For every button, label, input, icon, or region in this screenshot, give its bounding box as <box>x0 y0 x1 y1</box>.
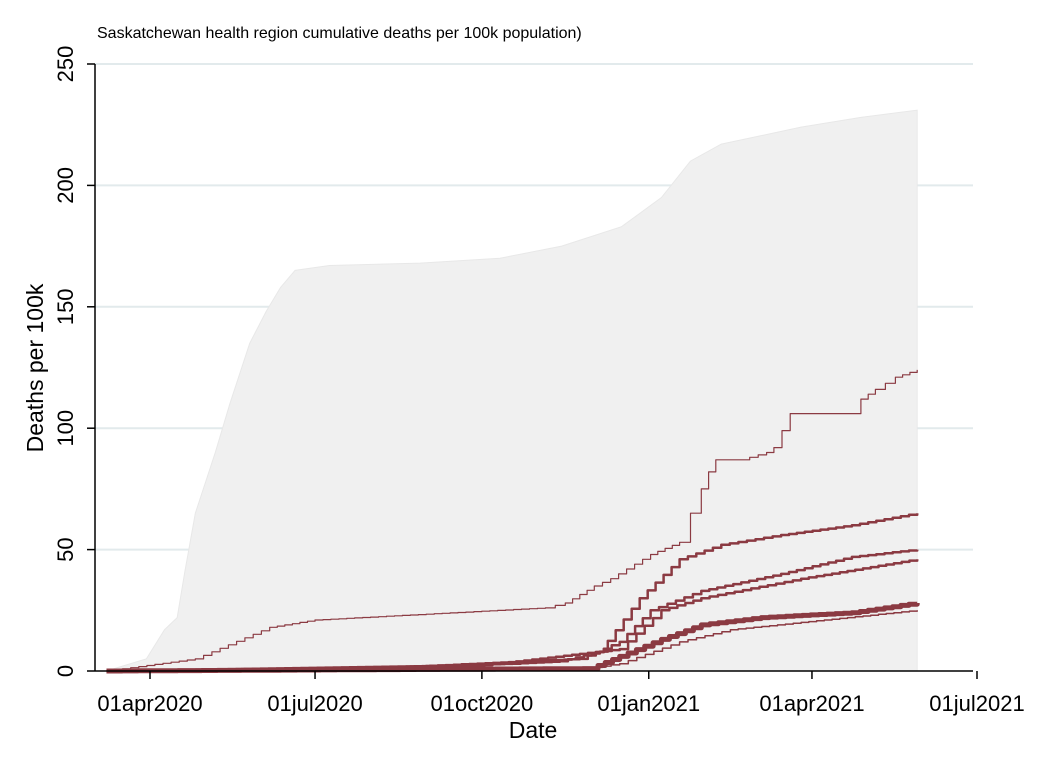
y-axis-title: Deaths per 100k <box>22 283 48 452</box>
total-area <box>106 109 918 672</box>
series-lines <box>106 369 920 674</box>
y-tick-label: 250 <box>53 46 78 83</box>
background-area <box>106 109 918 672</box>
y-tick-label: 150 <box>53 288 78 325</box>
x-tick-label: 01apr2021 <box>759 691 864 716</box>
y-tick-label: 50 <box>53 537 78 561</box>
y-tick-label: 200 <box>53 167 78 204</box>
x-tick-label: 01oct2020 <box>431 691 534 716</box>
y-tick-label: 0 <box>53 665 78 677</box>
x-axis-title: Date <box>509 717 558 743</box>
series-line-region-1 <box>106 369 918 672</box>
series-line-region-6 <box>106 610 918 672</box>
x-tick-label: 01jul2021 <box>929 691 1024 716</box>
y-tick-label: 100 <box>53 410 78 447</box>
x-tick-label: 01jul2020 <box>267 691 362 716</box>
chart-title: Saskatchewan health region cumulative de… <box>97 25 582 42</box>
x-tick-label: 01jan2021 <box>597 691 700 716</box>
x-tick-label: 01apr2020 <box>97 691 202 716</box>
axes: 0 50 100 150 200 250 01apr2020 01jul2020 01oct20… <box>53 46 1025 716</box>
